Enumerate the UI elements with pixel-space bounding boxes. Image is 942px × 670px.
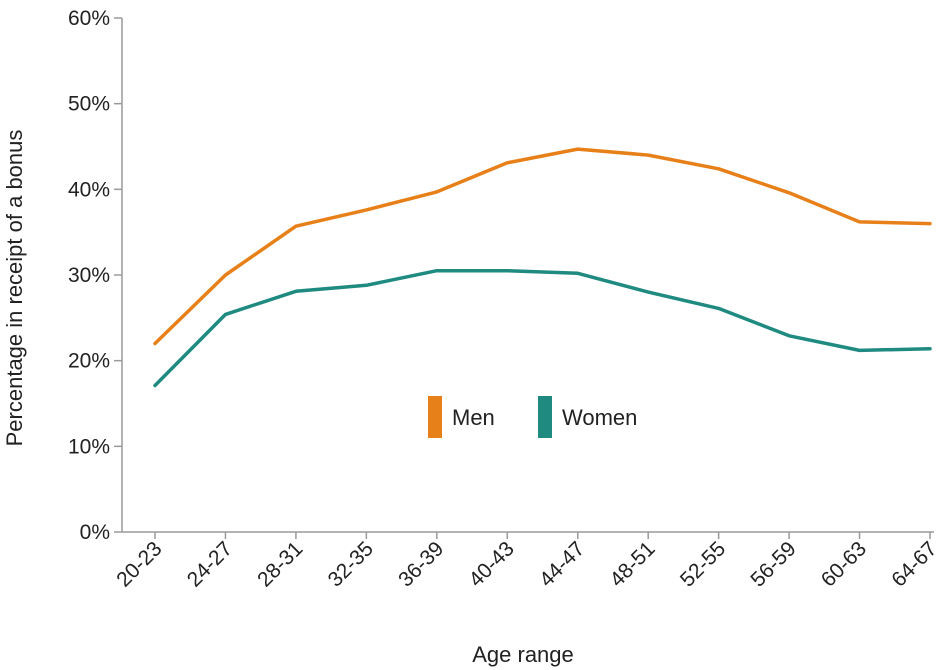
x-tick-label: 44-47 bbox=[535, 537, 589, 591]
y-tick-label: 60% bbox=[68, 7, 110, 30]
y-tick-label: 20% bbox=[68, 350, 110, 373]
legend-label-men: Men bbox=[452, 405, 495, 430]
legend: Men Women bbox=[428, 396, 637, 438]
x-tick-label: 64-67 bbox=[887, 537, 941, 591]
x-tick-label: 20-23 bbox=[112, 537, 166, 591]
x-ticks: 20-23 24-27 28-31 32-35 36-39 40-43 44-47 48-51… bbox=[112, 532, 942, 592]
x-tick-label: 52-55 bbox=[676, 537, 730, 591]
legend-label-women: Women bbox=[562, 405, 637, 430]
series-line-men bbox=[153, 147, 932, 346]
axes bbox=[121, 18, 934, 533]
y-tick-label: 50% bbox=[68, 93, 110, 116]
x-tick-label: 56-59 bbox=[746, 537, 800, 591]
x-tick-label: 24-27 bbox=[183, 537, 237, 591]
x-tick-label: 48-51 bbox=[605, 537, 659, 591]
y-tick-label: 10% bbox=[68, 435, 110, 458]
y-tick-label: 30% bbox=[68, 264, 110, 287]
y-tick-label: 40% bbox=[68, 178, 110, 201]
series-group bbox=[153, 147, 932, 388]
x-tick-label: 36-39 bbox=[394, 537, 448, 591]
legend-swatch-women bbox=[538, 396, 552, 438]
x-tick-label: 60-63 bbox=[817, 537, 871, 591]
series-line-women bbox=[153, 268, 932, 388]
y-axis-title: Percentage in receipt of a bonus bbox=[2, 130, 27, 447]
x-tick-label: 32-35 bbox=[324, 537, 378, 591]
x-tick-label: 40-43 bbox=[465, 537, 519, 591]
x-tick-label: 28-31 bbox=[253, 537, 307, 591]
y-tick-label: 0% bbox=[80, 521, 110, 544]
legend-swatch-men bbox=[428, 396, 442, 438]
x-axis-title: Age range bbox=[472, 642, 574, 667]
y-ticks: 0% 10% 20% 30% 40% 50% 60% bbox=[68, 7, 122, 544]
